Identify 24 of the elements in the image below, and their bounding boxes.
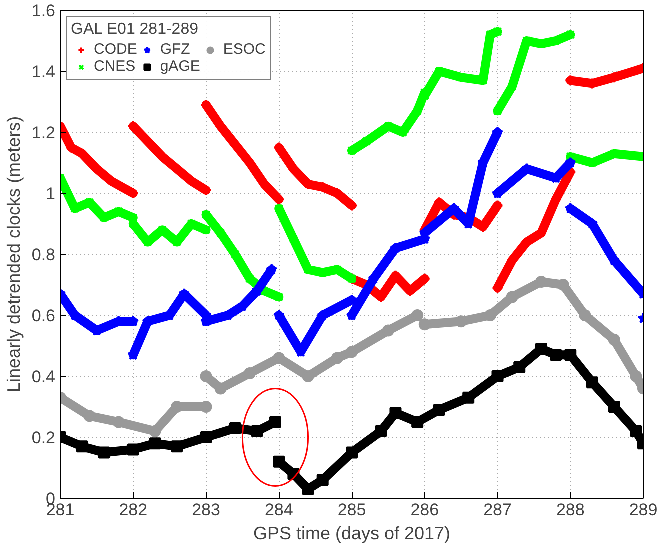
legend-label: GFZ bbox=[160, 41, 190, 58]
legend-label: CNES bbox=[94, 58, 136, 75]
x-tick-label: 286 bbox=[410, 500, 440, 520]
x-tick-label: 288 bbox=[556, 500, 585, 520]
x-tick-label: 283 bbox=[192, 500, 220, 520]
y-tick-label: 1 bbox=[46, 184, 56, 204]
y-tick-label: 1.2 bbox=[32, 124, 56, 142]
x-tick-label: 284 bbox=[264, 500, 294, 520]
legend-label: ESOC bbox=[223, 41, 266, 58]
legend-label: CODE bbox=[94, 41, 138, 58]
x-tick-label: 289 bbox=[629, 500, 658, 520]
y-tick-label: 0.2 bbox=[32, 428, 56, 448]
y-tick-label: 0.8 bbox=[32, 246, 56, 264]
x-axis-title: GPS time (days of 2017) bbox=[253, 524, 451, 544]
legend-title: GAL E01 281-289 bbox=[71, 21, 200, 39]
x-tick-label: 285 bbox=[338, 500, 366, 520]
y-tick-label: 1.4 bbox=[32, 62, 56, 82]
legend-label: gAGE bbox=[160, 58, 200, 75]
y-tick-label: 0.6 bbox=[32, 306, 56, 326]
y-tick-label: 1.6 bbox=[32, 2, 56, 20]
x-tick-label: 287 bbox=[484, 500, 512, 520]
x-tick-label: 282 bbox=[119, 500, 148, 520]
y-axis-title: Linearly detrended clocks (meters) bbox=[4, 116, 24, 393]
y-tick-label: 0.4 bbox=[32, 368, 56, 386]
